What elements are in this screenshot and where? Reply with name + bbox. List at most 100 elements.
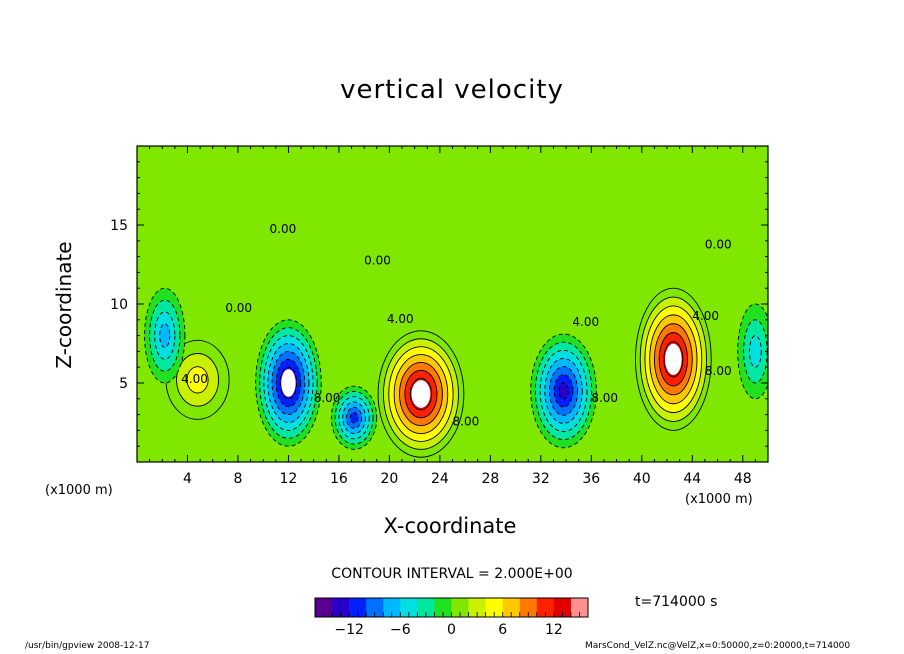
colorbar-tick-label: 6 [498, 622, 507, 638]
contour-band [350, 412, 358, 424]
contour-line [144, 287, 186, 384]
contour-line [749, 335, 762, 368]
x-tick-label: 8 [233, 471, 242, 487]
colorbar-swatch [570, 598, 589, 617]
contour-line [259, 327, 318, 439]
contour-line [275, 358, 302, 408]
contour-line [737, 303, 768, 400]
x-tick-label: 24 [431, 471, 449, 487]
contour-label: 4.00 [387, 312, 414, 326]
contour-line [639, 296, 707, 422]
velocity-cell-updraft [635, 287, 712, 431]
footer-program-date: /usr/bin/gpview 2008-12-17 [25, 641, 150, 651]
colorbar-swatch [451, 598, 469, 617]
contour-line [186, 366, 209, 394]
contour-label: 8.00 [314, 391, 341, 405]
contour-line [382, 338, 459, 450]
x-tick-label: 40 [633, 471, 651, 487]
contour-band [187, 366, 209, 394]
colorbar-tick-label: 0 [447, 622, 456, 638]
colorbar-swatch [519, 598, 538, 617]
colorbar-swatch [400, 598, 418, 617]
contour-line [534, 341, 593, 441]
colorbar-swatch [553, 598, 572, 617]
velocity-cell-downdraft [144, 287, 186, 384]
velocity-cell-updraft [377, 330, 465, 458]
x-tick-label: 48 [734, 471, 752, 487]
contour-label: 0.00 [705, 238, 732, 252]
x-tick-label: 12 [280, 471, 298, 487]
velocity-cell-downdraft [330, 385, 378, 450]
x-tick-label: 44 [683, 471, 701, 487]
contour-line [393, 354, 449, 435]
colorbar-swatch [434, 598, 452, 617]
contour-line [388, 346, 454, 442]
contour-interval-label: CONTOUR INTERVAL = 2.000E+00 [331, 566, 573, 582]
contour-label: 4.00 [572, 315, 599, 329]
colorbar-swatch [383, 598, 401, 617]
x-tick-label: 20 [380, 471, 398, 487]
contour-line [658, 332, 688, 387]
colorbar-swatch [468, 598, 486, 617]
contour-line [176, 353, 220, 407]
y-tick-label: 15 [110, 218, 128, 234]
contour-line [377, 330, 465, 458]
x-unit-label-right: (x1000 m) [685, 492, 753, 507]
contour-line [159, 323, 171, 348]
colorbar-tick-label: −6 [390, 622, 411, 638]
contour-line [635, 287, 712, 431]
contour-label: 4.00 [692, 309, 719, 323]
colorbar-swatch [349, 598, 367, 617]
x-tick-label: 32 [532, 471, 550, 487]
contour-line [149, 299, 181, 372]
contour-label: 0.00 [225, 301, 252, 315]
footer-data-source: MarsCond_VelZ.nc@VelZ,x=0:50000,z=0:2000… [585, 641, 851, 651]
contour-line [334, 390, 374, 445]
contour-line [644, 305, 703, 414]
colorbar-swatch [332, 598, 350, 617]
contour-line [267, 343, 310, 423]
x-axis-label: X-coordinate [383, 514, 517, 538]
contour-line [409, 377, 433, 411]
x-tick-label: 28 [481, 471, 499, 487]
colorbar-frame [314, 597, 589, 618]
x-tick-label: 4 [183, 471, 192, 487]
chart-title: vertical velocity [340, 75, 564, 105]
colorbar-swatch [502, 598, 521, 617]
contour-line [399, 362, 443, 427]
contour-label: 0.00 [270, 222, 297, 236]
contour-line [653, 323, 693, 396]
x-tick-label: 16 [330, 471, 348, 487]
x-unit-label-left: (x1000 m) [45, 483, 113, 498]
contour-label: 8.00 [453, 415, 480, 429]
velocity-cell-downdraft [737, 303, 768, 400]
saturated-core [281, 369, 296, 397]
x-tick-label: 36 [582, 471, 600, 487]
y-tick-label: 10 [110, 297, 128, 313]
colorbar-swatch [536, 598, 555, 617]
contour-line [549, 366, 579, 416]
contour-line [404, 369, 438, 419]
contour-line [279, 366, 298, 400]
colorbar-tick-label: −12 [334, 622, 364, 638]
y-tick-label: 5 [119, 376, 128, 392]
saturated-core [411, 380, 431, 408]
velocity-cell-downdraft [255, 319, 322, 447]
plot-area: 4.00 0.00 0.00 8.00 0.00 4.00 8.00 4.00 8.00 4.00… [137, 146, 768, 462]
colorbar-swatch [315, 598, 333, 617]
contour-line [271, 350, 306, 416]
colorbar: −12 −6 0 6 12 [314, 597, 589, 638]
contour-label: 4.00 [181, 372, 208, 386]
contour-line [649, 314, 698, 405]
contour-line [346, 406, 363, 429]
colorbar-swatch [366, 598, 384, 617]
contour-line [539, 349, 588, 432]
contour-line [255, 319, 322, 447]
contour-band [749, 335, 762, 368]
contour-line [263, 335, 314, 431]
colorbar-swatch [485, 598, 503, 617]
contour-line [330, 385, 378, 450]
contour-line [553, 374, 574, 408]
